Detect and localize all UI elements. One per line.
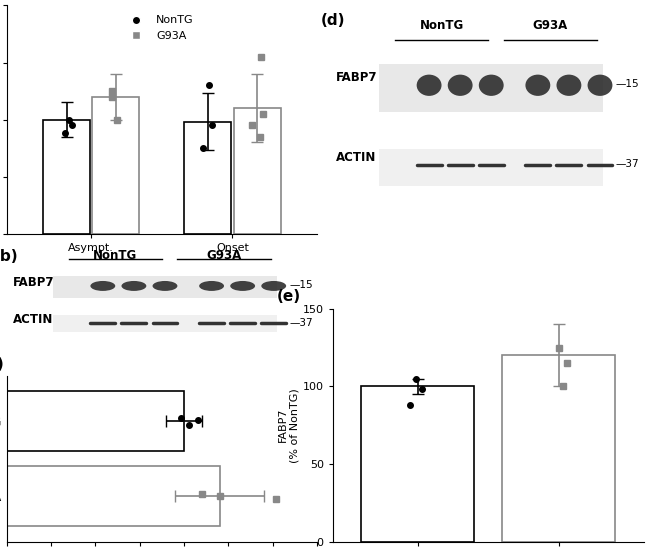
Text: —15: —15 — [289, 280, 313, 290]
Text: NonTG: NonTG — [419, 19, 463, 32]
Text: (b): (b) — [0, 248, 19, 264]
Text: —37: —37 — [616, 159, 639, 168]
Text: —15: —15 — [616, 79, 639, 89]
Bar — [361, 386, 474, 542]
Text: FABP7: FABP7 — [13, 276, 54, 289]
Bar — [92, 97, 140, 234]
Bar — [380, 64, 603, 112]
Text: —37: —37 — [289, 318, 313, 328]
Bar — [185, 122, 231, 234]
Ellipse shape — [153, 281, 177, 291]
Bar — [43, 120, 90, 234]
Text: (c): (c) — [0, 357, 5, 372]
Legend: NonTG, G93A: NonTG, G93A — [121, 11, 198, 45]
Ellipse shape — [261, 281, 286, 291]
Ellipse shape — [556, 74, 581, 96]
Text: (e): (e) — [277, 289, 301, 304]
Bar — [502, 356, 616, 542]
Ellipse shape — [479, 74, 504, 96]
Ellipse shape — [588, 74, 612, 96]
Text: (d): (d) — [320, 14, 345, 28]
Text: G93A: G93A — [207, 248, 242, 261]
Bar — [234, 108, 281, 234]
Text: G93A: G93A — [532, 19, 568, 32]
Bar — [6, 391, 184, 451]
Ellipse shape — [417, 74, 441, 96]
Bar — [53, 315, 277, 332]
Ellipse shape — [448, 74, 473, 96]
Ellipse shape — [199, 281, 224, 291]
Text: ACTIN: ACTIN — [336, 150, 376, 164]
Ellipse shape — [122, 281, 146, 291]
Text: FABP7: FABP7 — [336, 71, 378, 84]
Bar — [380, 149, 603, 187]
Ellipse shape — [230, 281, 255, 291]
Text: ACTIN: ACTIN — [13, 313, 53, 326]
Bar — [53, 276, 277, 299]
Ellipse shape — [90, 281, 115, 291]
Bar — [6, 466, 220, 526]
Ellipse shape — [525, 74, 551, 96]
Text: NonTG: NonTG — [93, 248, 137, 261]
Y-axis label: FABP7
(% of NonTG): FABP7 (% of NonTG) — [278, 388, 300, 463]
